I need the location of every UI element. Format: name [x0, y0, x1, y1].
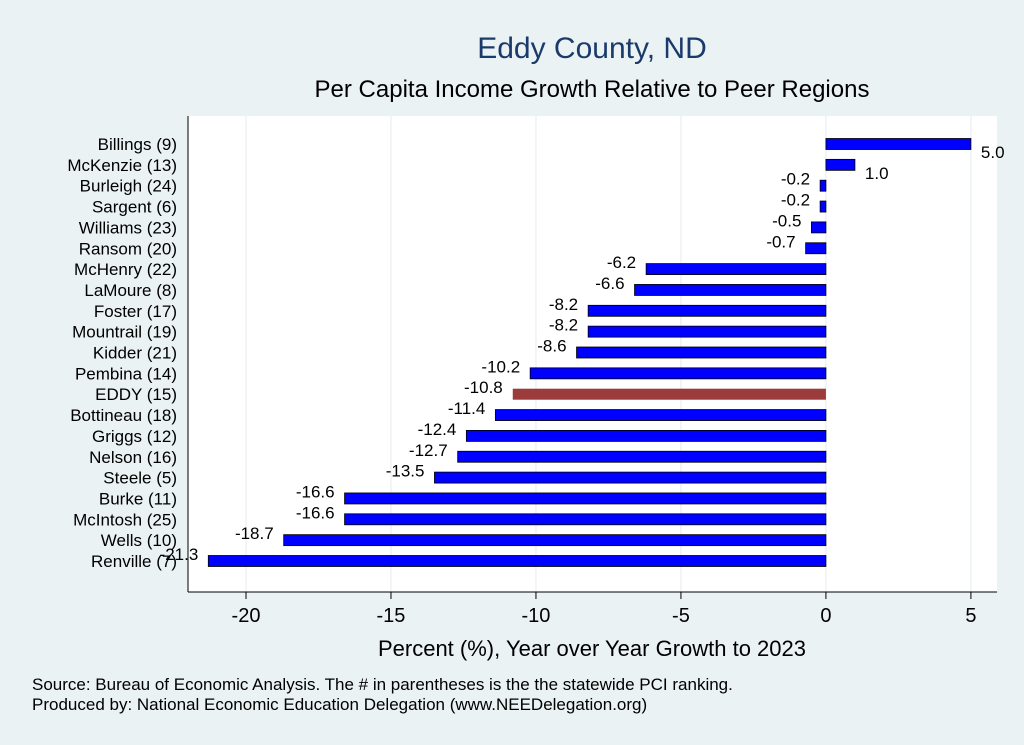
category-label: Wells (10)	[101, 531, 177, 550]
bar	[465, 429, 827, 442]
bar	[825, 158, 856, 171]
bar	[344, 492, 827, 505]
category-label: Mountrail (19)	[72, 323, 177, 342]
bar-highlight	[512, 388, 826, 400]
bar	[819, 200, 827, 213]
category-label: Kidder (21)	[93, 344, 177, 363]
data-label: -12.7	[409, 441, 448, 460]
category-label: Foster (17)	[94, 302, 177, 321]
chart-subtitle: Per Capita Income Growth Relative to Pee…	[315, 76, 870, 103]
x-tick-label: -20	[232, 605, 261, 627]
category-label: Renville (7)	[91, 552, 177, 571]
bar	[344, 513, 827, 526]
data-labels: 5.01.0-0.2-0.2-0.5-0.7-6.2-6.6-8.2-8.2-8…	[160, 143, 1005, 564]
category-label: Nelson (16)	[89, 448, 177, 467]
bar	[805, 242, 827, 255]
category-label: Griggs (12)	[92, 427, 177, 446]
category-label: Sargent (6)	[92, 198, 177, 217]
data-label: 5.0	[981, 143, 1005, 162]
bar	[529, 367, 827, 380]
category-label: Steele (5)	[103, 469, 177, 488]
data-label: -10.8	[464, 378, 503, 397]
x-axis-label: Percent (%), Year over Year Growth to 20…	[378, 636, 806, 661]
category-label: EDDY (15)	[95, 385, 177, 404]
chart-title: Eddy County, ND	[477, 32, 707, 65]
bars	[207, 138, 972, 567]
category-label: Burke (11)	[99, 489, 177, 508]
bar	[634, 284, 827, 296]
source-note: Source: Bureau of Economic Analysis. The…	[32, 675, 733, 694]
category-label: McIntosh (25)	[73, 510, 177, 529]
data-label: -0.5	[772, 211, 801, 230]
data-label: -18.7	[235, 524, 274, 543]
category-label: Burleigh (24)	[80, 177, 177, 196]
category-label: Williams (23)	[79, 218, 177, 237]
data-label: -0.2	[781, 170, 810, 189]
bar	[283, 534, 827, 547]
category-labels: Billings (9) McKenzie (13) Burleigh (24) Sa…	[67, 135, 177, 571]
data-label: -8.2	[549, 316, 578, 335]
bar	[576, 346, 827, 359]
category-label: Bottineau (18)	[70, 406, 177, 425]
bar	[645, 263, 827, 276]
bar	[819, 179, 827, 192]
data-label: 1.0	[865, 164, 889, 183]
data-label: -8.6	[537, 337, 566, 356]
data-label: -16.6	[296, 503, 335, 522]
category-label: LaMoure (8)	[84, 281, 177, 300]
x-tick-label: -5	[672, 605, 690, 627]
data-label: -10.2	[481, 357, 520, 376]
category-label: Ransom (20)	[79, 239, 177, 258]
bar	[457, 450, 827, 463]
category-label: McKenzie (13)	[67, 156, 177, 175]
category-label: Pembina (14)	[75, 364, 177, 383]
bar	[434, 471, 827, 484]
bar	[587, 325, 827, 338]
produced-note: Produced by: National Economic Education…	[32, 695, 647, 714]
data-label: -13.5	[386, 462, 425, 481]
x-tick-label: -10	[522, 605, 551, 627]
data-label: -21.3	[160, 545, 199, 564]
data-label: -8.2	[549, 295, 578, 314]
bar	[494, 409, 827, 421]
x-ticks: -20 -15 -10 -5 0 5	[232, 592, 976, 627]
bar	[207, 555, 827, 567]
category-label: McHenry (22)	[74, 260, 177, 279]
data-label: -0.7	[766, 232, 795, 251]
category-label: Billings (9)	[98, 135, 177, 154]
x-tick-label: -15	[377, 605, 406, 627]
data-label: -6.6	[595, 274, 624, 293]
data-label: -0.2	[781, 191, 810, 210]
bar	[811, 221, 827, 234]
x-tick-label: 0	[820, 605, 831, 627]
data-label: -12.4	[418, 420, 457, 439]
bar	[825, 138, 972, 150]
data-label: -6.2	[607, 253, 636, 272]
data-label: -11.4	[448, 399, 486, 418]
data-label: -16.6	[296, 482, 335, 501]
x-tick-label: 5	[965, 605, 976, 627]
bar	[587, 304, 827, 317]
